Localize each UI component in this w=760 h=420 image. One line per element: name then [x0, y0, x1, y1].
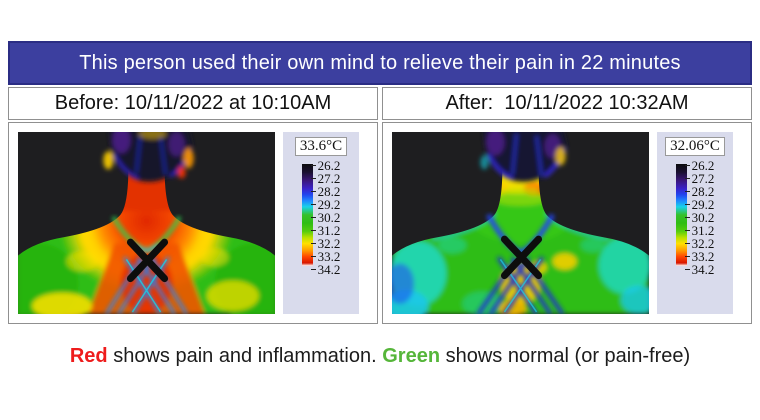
scale-tick: 27.2 — [310, 172, 340, 185]
caption-tail-text: shows normal (or pain-free) — [440, 345, 691, 367]
caption: Red shows pain and inflammation. Green s… — [8, 345, 752, 368]
before-panel: 33.6°C 26.2 27.2 28.2 29.2 30.2 31.2 32.… — [8, 122, 378, 324]
caption-red-word: Red — [69, 345, 108, 367]
scale-tick: 33.2 — [310, 250, 340, 263]
banner-text: This person used their own mind to relie… — [79, 51, 681, 74]
max-temp-label: 32.06°C — [665, 137, 725, 156]
scale-tick: 34.2 — [310, 263, 340, 276]
scale-tick: 32.2 — [310, 237, 340, 250]
head-hair — [480, 132, 567, 182]
scale-tick: 30.2 — [684, 211, 714, 224]
infographic-page: This person used their own mind to relie… — [8, 0, 752, 368]
x-marker — [126, 238, 169, 283]
scale-tick: 34.2 — [684, 263, 714, 276]
before-header: Before: 10/11/2022 at 10:10AM — [8, 87, 378, 120]
scale-tick: 26.2 — [684, 159, 714, 172]
after-header: After: 10/11/2022 10:32AM — [382, 87, 752, 120]
scale-ticks: 26.2 27.2 28.2 29.2 30.2 31.2 32.2 33.2 … — [684, 159, 714, 276]
scale-tick: 30.2 — [310, 211, 340, 224]
scale-tick: 29.2 — [684, 198, 714, 211]
before-header-text: Before: 10/11/2022 at 10:10AM — [54, 92, 332, 114]
colorbar — [301, 164, 313, 266]
caption-green-word: Green — [382, 345, 441, 367]
comparison-grid: Before: 10/11/2022 at 10:10AM After: 10/… — [8, 87, 752, 324]
scale-tick: 28.2 — [310, 185, 340, 198]
after-panel: 32.06°C 26.2 27.2 28.2 29.2 30.2 31.2 32… — [382, 122, 752, 324]
caption-mid-text: shows pain and inflammation. — [107, 345, 383, 367]
max-temp-label: 33.6°C — [294, 137, 348, 156]
head-hair — [103, 132, 194, 182]
after-header-text: After: 10/11/2022 10:32AM — [445, 92, 689, 114]
colorbar — [675, 164, 687, 266]
scale-tick: 31.2 — [684, 224, 714, 237]
temperature-scale-after: 32.06°C 26.2 27.2 28.2 29.2 30.2 31.2 32… — [657, 132, 733, 314]
thermal-image-after — [392, 132, 649, 314]
x-marker — [500, 235, 543, 280]
thermal-image-before — [18, 132, 275, 314]
scale-tick: 32.2 — [684, 237, 714, 250]
scale-tick: 26.2 — [310, 159, 340, 172]
scale-ticks: 26.2 27.2 28.2 29.2 30.2 31.2 32.2 33.2 … — [310, 159, 340, 276]
temperature-scale-before: 33.6°C 26.2 27.2 28.2 29.2 30.2 31.2 32.… — [283, 132, 359, 314]
title-banner: This person used their own mind to relie… — [8, 41, 752, 85]
scale-tick: 31.2 — [310, 224, 340, 237]
scale-tick: 29.2 — [310, 198, 340, 211]
scale-tick: 28.2 — [684, 185, 714, 198]
scale-tick: 33.2 — [684, 250, 714, 263]
scale-tick: 27.2 — [684, 172, 714, 185]
